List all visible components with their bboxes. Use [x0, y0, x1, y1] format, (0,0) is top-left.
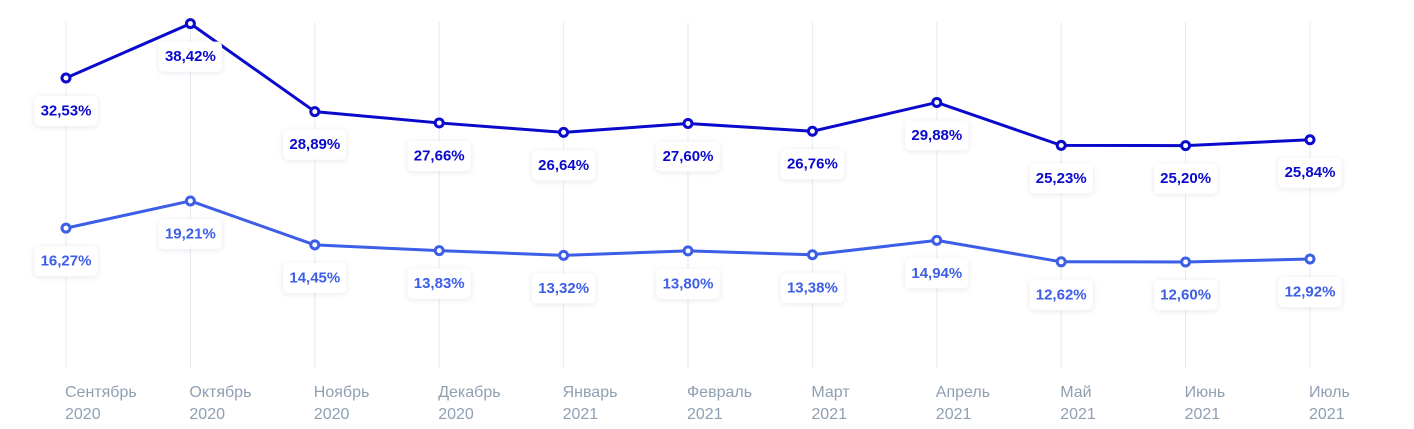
- data-point: [931, 234, 943, 246]
- data-label-box: [407, 140, 471, 171]
- data-label-box: [34, 95, 98, 126]
- data-point: [1180, 256, 1192, 268]
- data-label-box: [158, 218, 222, 249]
- data-label: 28,89%: [289, 136, 340, 153]
- data-label: 26,76%: [787, 156, 838, 173]
- data-label: 32,53%: [41, 102, 92, 119]
- x-tick-label: Февраль 2021: [687, 384, 752, 423]
- x-tick-label: Апрель 2021: [936, 384, 990, 423]
- data-label: 13,32%: [538, 280, 589, 297]
- data-label: 14,94%: [911, 265, 962, 282]
- data-label-box: [532, 150, 596, 181]
- data-label-box: [1154, 163, 1218, 194]
- data-label: 12,92%: [1285, 284, 1336, 301]
- data-point: [1304, 253, 1316, 265]
- data-point: [60, 222, 72, 234]
- data-label-box: [656, 141, 720, 172]
- data-label: 16,27%: [41, 253, 92, 270]
- data-label: 14,45%: [289, 269, 340, 286]
- series-points: [60, 18, 1316, 268]
- data-point: [806, 125, 818, 137]
- data-label: 12,60%: [1160, 286, 1211, 303]
- x-tick-label: Декабрь 2020: [438, 384, 500, 423]
- data-label-box: [1278, 277, 1342, 308]
- grid-layer: [65, 22, 1311, 368]
- data-point: [309, 106, 321, 118]
- data-label: 38,42%: [165, 48, 216, 65]
- data-label-box: [532, 273, 596, 304]
- data-point: [931, 96, 943, 108]
- data-label: 12,62%: [1036, 286, 1087, 303]
- data-label: 19,21%: [165, 225, 216, 242]
- x-tick-label: Июль 2021: [1309, 384, 1350, 423]
- x-tick-label: Ноябрь 2020: [314, 384, 370, 423]
- x-tick-label: Май 2021: [1060, 384, 1096, 423]
- data-label-box: [158, 41, 222, 72]
- data-label-box: [780, 272, 844, 303]
- data-point: [1304, 134, 1316, 146]
- data-label-box: [1029, 279, 1093, 310]
- data-label: 25,84%: [1285, 164, 1336, 181]
- data-point: [433, 117, 445, 129]
- data-label: 27,60%: [663, 148, 714, 165]
- data-label-box: [1029, 163, 1093, 194]
- x-tick-label: Июнь 2021: [1185, 384, 1226, 423]
- data-label-box: [283, 262, 347, 293]
- data-point: [184, 18, 196, 30]
- data-label: 13,83%: [414, 275, 465, 292]
- data-label: 25,20%: [1160, 170, 1211, 187]
- data-point: [558, 249, 570, 261]
- data-point: [309, 239, 321, 251]
- data-point: [184, 195, 196, 207]
- data-label-box: [905, 120, 969, 151]
- x-tick-label: Январь 2021: [563, 384, 618, 423]
- data-label-box: [407, 268, 471, 299]
- data-point: [558, 126, 570, 138]
- data-label: 26,64%: [538, 157, 589, 174]
- data-point: [682, 245, 694, 257]
- data-label: 27,66%: [414, 147, 465, 164]
- data-label-box: [905, 258, 969, 289]
- x-tick-label: Октябрь 2020: [189, 384, 251, 423]
- data-point: [1055, 139, 1067, 151]
- data-label: 13,80%: [663, 275, 714, 292]
- data-label: 25,23%: [1036, 170, 1087, 187]
- data-label-box: [283, 129, 347, 160]
- data-label-box: [34, 246, 98, 277]
- data-point: [60, 72, 72, 84]
- data-point: [1180, 140, 1192, 152]
- data-label-box: [780, 149, 844, 180]
- data-label: 29,88%: [911, 127, 962, 144]
- data-point: [682, 117, 694, 129]
- data-point: [1055, 256, 1067, 268]
- data-point: [433, 245, 445, 257]
- data-label-box: [1154, 279, 1218, 310]
- data-labels: 32,53% 38,42% 28,89% 27,66% 26,64% 27,60% 26,7…: [34, 41, 1342, 310]
- x-tick-label: Март 2021: [811, 384, 850, 423]
- x-tick-label: Сентябрь 2020: [65, 384, 137, 423]
- data-point: [806, 249, 818, 261]
- x-axis-ticks: Сентябрь 2020 Октябрь 2020 Ноябрь 2020 Декабрь…: [65, 384, 1350, 423]
- data-label-box: [656, 268, 720, 299]
- data-label: 13,38%: [787, 279, 838, 296]
- data-label-box: [1278, 157, 1342, 188]
